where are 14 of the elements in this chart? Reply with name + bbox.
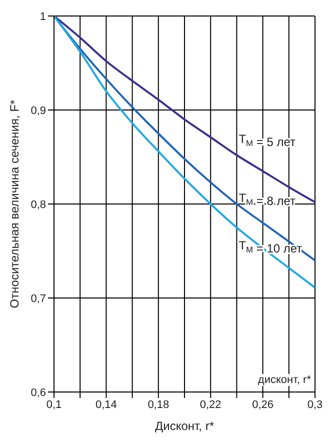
y-tick-label: 0,9 <box>30 104 46 117</box>
x-tick-label: 0,26 <box>252 398 274 411</box>
x-tick-label: 0,18 <box>148 398 170 411</box>
x-tick-label: 0,14 <box>95 398 117 411</box>
x-tick-label: 0,1 <box>46 398 62 411</box>
y-tick-label: 0,8 <box>30 198 46 211</box>
annotation: дисконт, r* <box>256 374 313 386</box>
x-tick-label: 0,22 <box>200 398 222 411</box>
y-tick-label: 0,7 <box>30 292 46 305</box>
x-axis-title: Дисконт, r* <box>154 419 214 433</box>
y-tick-label: 0,6 <box>30 386 46 399</box>
x-tick-label: 0,3 <box>307 398 323 411</box>
y-axis-title: Относительная величина сечения, F* <box>7 99 22 308</box>
y-tick-label: 1 <box>40 10 46 23</box>
